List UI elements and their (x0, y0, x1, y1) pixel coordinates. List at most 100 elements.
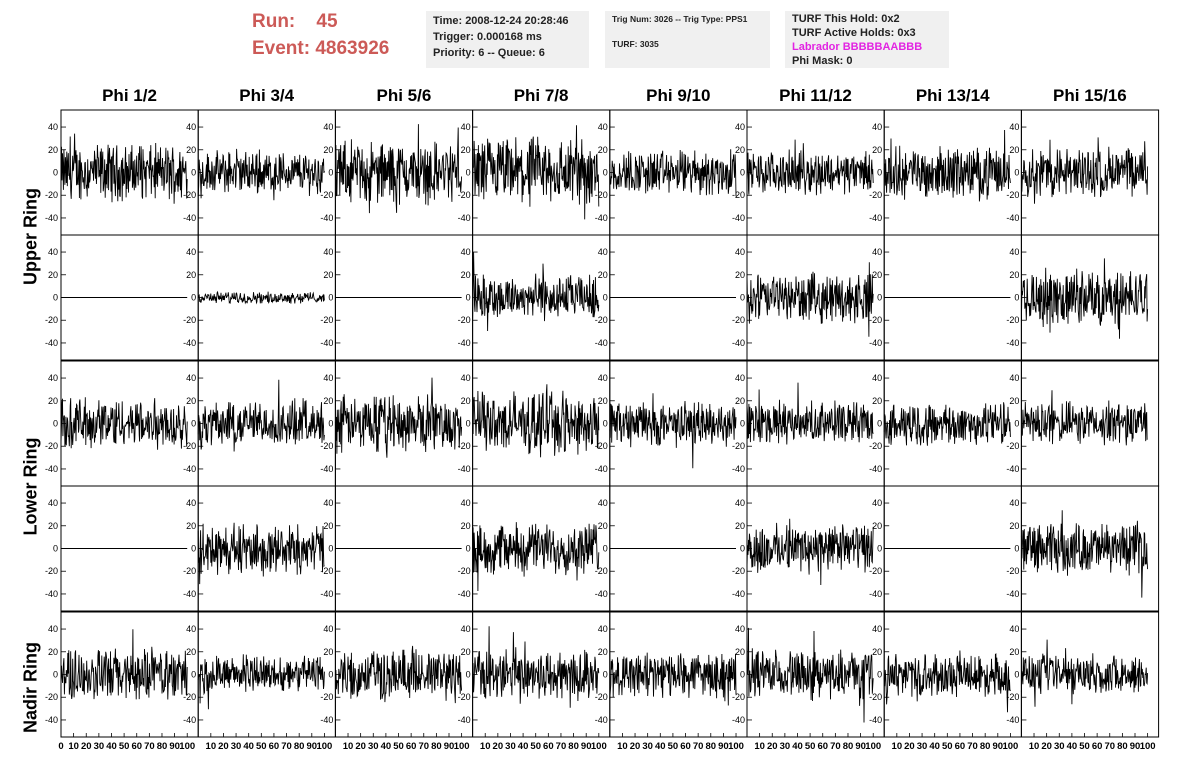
y-tick-label: 40 (323, 624, 333, 634)
y-tick-label: -20 (869, 441, 882, 451)
waveform-panel: 40 20 0 -20 -40 (1006, 234, 1160, 361)
y-tick-label: 0 (191, 670, 196, 680)
waveform-panel: 40 20 0 -20 -40 (1006, 485, 1160, 612)
y-tick-label: 20 (48, 145, 58, 155)
y-tick-label: 20 (1009, 521, 1019, 531)
y-tick-label: -20 (869, 190, 882, 200)
y-tick-label: -20 (869, 692, 882, 702)
y-tick-label: 20 (461, 396, 471, 406)
y-tick-label: 20 (48, 270, 58, 280)
y-tick-label: 0 (1014, 419, 1019, 429)
y-tick-label: 0 (603, 419, 608, 429)
column-title: Phi 3/4 (239, 86, 295, 105)
x-tick-label: 40 (929, 741, 940, 752)
x-tick-label: 50 (256, 741, 267, 752)
y-tick-label: 40 (598, 624, 608, 634)
y-tick-label: 20 (598, 521, 608, 531)
waveform-trace (197, 654, 325, 710)
x-tick-label: 30 (94, 741, 105, 752)
y-tick-label: 0 (603, 168, 608, 178)
y-tick-label: -20 (183, 190, 196, 200)
y-tick-label: 20 (186, 396, 196, 406)
waveform-panel: 40 20 0 -20 -40 (1006, 360, 1160, 487)
run-value: 45 (316, 11, 338, 32)
y-tick-label: 0 (877, 293, 882, 303)
x-tick-label: 90 (169, 741, 180, 752)
x-tick-label: 60 (406, 741, 417, 752)
y-tick-label: 40 (735, 373, 745, 383)
y-tick-label: -20 (458, 441, 471, 451)
waveform-panel: 40 20 0 -20 -40 (869, 485, 1022, 612)
y-tick-label: 20 (872, 647, 882, 657)
y-tick-label: -20 (45, 315, 58, 325)
waveform-panel: 40 20 0 -20 -40 (458, 611, 611, 738)
y-tick-label: 20 (735, 521, 745, 531)
y-tick-label: -20 (732, 566, 745, 576)
waveform-panel: 40 20 0 -20 -40 (732, 360, 885, 487)
y-tick-label: 40 (461, 498, 471, 508)
waveform-trace (197, 522, 325, 585)
y-tick-label: 40 (48, 624, 58, 634)
y-tick-label: -40 (595, 589, 608, 599)
y-tick-label: 0 (877, 168, 882, 178)
x-tick-label: 10 (1029, 741, 1040, 752)
y-tick-label: -40 (869, 464, 882, 474)
x-tick-label: 20 (630, 741, 641, 752)
y-tick-label: 40 (598, 498, 608, 508)
x-tick-label: 100 (591, 741, 607, 752)
waveform-trace (60, 133, 188, 204)
x-tick-label: 10 (480, 741, 491, 752)
y-tick-label: 40 (48, 498, 58, 508)
y-tick-label: -20 (732, 441, 745, 451)
y-tick-label: 40 (461, 624, 471, 634)
waveform-trace (334, 645, 463, 704)
y-tick-label: -20 (1006, 566, 1019, 576)
y-tick-label: 40 (48, 247, 58, 257)
waveform-trace (609, 393, 737, 469)
y-tick-label: 40 (872, 122, 882, 132)
x-tick-label: 70 (1104, 741, 1115, 752)
waveform-panel: 40 20 0 -20 -40 (869, 611, 1022, 738)
run-label: Run: (252, 11, 296, 32)
x-tick-label: 20 (218, 741, 229, 752)
x-tick-label: 50 (530, 741, 541, 752)
y-tick-label: 20 (186, 647, 196, 657)
waveform-panel: 40 20 0 -20 -40 (320, 360, 474, 487)
x-tick-label: 20 (767, 741, 778, 752)
y-tick-label: 0 (466, 293, 471, 303)
y-tick-label: -20 (1006, 190, 1019, 200)
waveform-trace (472, 125, 600, 220)
waveform-panel: 40 20 0 -20 -40 (732, 485, 885, 612)
y-tick-label: -40 (1006, 338, 1019, 348)
y-tick-label: 20 (1009, 647, 1019, 657)
y-tick-label: 0 (1014, 293, 1019, 303)
x-tick-label: 10 (892, 741, 903, 752)
waveform-trace (609, 149, 737, 197)
waveform-panel: 40 20 0 -20 -40 (183, 485, 336, 612)
y-tick-label: -20 (1006, 315, 1019, 325)
waveform-panel: 40 20 0 -20 -40 (595, 611, 748, 738)
y-tick-label: 20 (872, 145, 882, 155)
x-tick-label: 100 (316, 741, 332, 752)
y-tick-label: -40 (183, 715, 196, 725)
trig-info-box: Trig Num: 3026 -- Trig Type: PPS1 TURF: … (605, 11, 770, 68)
y-tick-label: 40 (186, 624, 196, 634)
waveform-trace (472, 522, 600, 592)
y-tick-label: 20 (48, 647, 58, 657)
y-tick-label: 20 (186, 270, 196, 280)
x-tick-label: 10 (206, 741, 217, 752)
y-tick-label: 20 (186, 145, 196, 155)
x-tick-label: 30 (505, 741, 516, 752)
x-tick-label: 90 (1130, 741, 1141, 752)
waveform-trace (883, 402, 1011, 446)
y-tick-label: -40 (869, 213, 882, 223)
y-tick-label: 0 (328, 544, 333, 554)
waveform-panel: 40 20 0 -20 -40 (320, 109, 474, 236)
y-tick-label: 0 (191, 293, 196, 303)
y-tick-label: 0 (53, 544, 58, 554)
x-tick-label: 100 (179, 741, 195, 752)
x-tick-label: 60 (1092, 741, 1103, 752)
y-tick-label: -40 (732, 464, 745, 474)
y-tick-label: -20 (732, 190, 745, 200)
